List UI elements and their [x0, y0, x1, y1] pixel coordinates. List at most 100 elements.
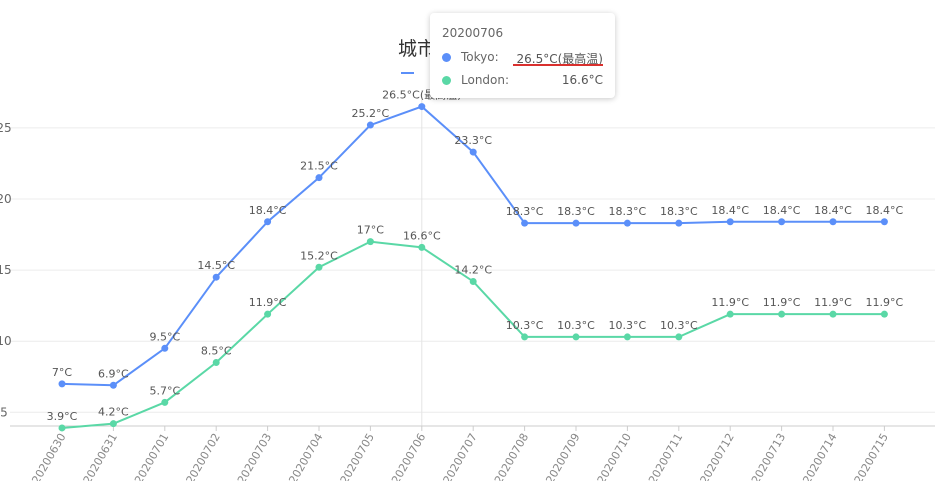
data-point-tokyo[interactable] [212, 273, 220, 281]
x-tick-label: 20200710 [595, 431, 634, 481]
data-label: 18.4°C [711, 204, 749, 217]
x-tick-label: 20200706 [389, 431, 428, 481]
data-point-tokyo[interactable] [161, 344, 169, 352]
y-tick-label: 20 [0, 192, 12, 206]
y-tick-label: 15 [0, 263, 12, 277]
data-point-tokyo[interactable] [58, 380, 66, 388]
data-label: 15.2°C [300, 249, 338, 262]
data-label: 10.3°C [609, 319, 647, 332]
x-tick-label: 20200714 [800, 431, 839, 481]
data-point-tokyo[interactable] [623, 219, 631, 227]
data-point-london[interactable] [880, 310, 888, 318]
data-point-london[interactable] [161, 398, 169, 406]
x-tick-label: 20200631 [81, 431, 120, 481]
x-tick-label: 20200707 [441, 431, 480, 481]
data-point-london[interactable] [264, 310, 272, 318]
x-tick-label: 20200708 [492, 431, 531, 481]
data-point-london[interactable] [109, 420, 117, 428]
data-label: 8.5°C [201, 345, 232, 358]
data-point-london[interactable] [418, 243, 426, 251]
data-label: 11.9°C [249, 296, 287, 309]
data-label: 10.3°C [506, 319, 544, 332]
x-tick-label: 20200630 [29, 431, 68, 481]
data-label: 18.4°C [249, 204, 287, 217]
data-point-london[interactable] [675, 333, 683, 341]
data-label: 18.4°C [814, 204, 852, 217]
data-point-london[interactable] [623, 333, 631, 341]
data-point-london[interactable] [212, 359, 220, 367]
y-tick-label: 5 [0, 405, 8, 419]
data-point-london[interactable] [366, 238, 374, 246]
london-marker-icon [442, 76, 451, 85]
tokyo-marker-icon [442, 53, 451, 62]
data-point-tokyo[interactable] [418, 103, 426, 111]
tooltip: 20200706 Tokyo: 26.5°C(最高温) London: 16.6… [430, 13, 615, 98]
data-label: 17°C [357, 224, 384, 237]
data-label: 11.9°C [814, 296, 852, 309]
data-label: 18.3°C [506, 205, 544, 218]
tooltip-series-value: 26.5°C(最高温) [516, 52, 603, 66]
data-point-tokyo[interactable] [315, 174, 323, 182]
highlight-underline [513, 64, 603, 66]
data-label: 25.2°C [352, 107, 390, 120]
data-label: 10.3°C [557, 319, 595, 332]
data-point-london[interactable] [469, 277, 477, 285]
tooltip-series-name: London: [461, 73, 510, 87]
data-label: 18.4°C [763, 204, 801, 217]
x-tick-label: 20200704 [286, 431, 325, 481]
tooltip-row-london: London: 16.6°C [442, 72, 603, 88]
data-point-london[interactable] [829, 310, 837, 318]
data-label: 14.2°C [454, 263, 492, 276]
data-label: 5.7°C [149, 384, 180, 397]
data-label: 10.3°C [660, 319, 698, 332]
x-tick-label: 20200701 [132, 431, 171, 481]
y-tick-label: 25 [0, 121, 12, 135]
data-point-tokyo[interactable] [264, 218, 272, 226]
x-tick-label: 20200715 [852, 431, 891, 481]
data-label: 11.9°C [763, 296, 801, 309]
data-point-tokyo[interactable] [778, 218, 786, 226]
data-point-london[interactable] [572, 333, 580, 341]
data-point-tokyo[interactable] [880, 218, 888, 226]
tooltip-row-tokyo: Tokyo: 26.5°C(最高温) [442, 49, 603, 66]
data-point-tokyo[interactable] [469, 148, 477, 156]
x-tick-label: 20200709 [543, 431, 582, 481]
data-label: 23.3°C [454, 134, 492, 147]
data-point-london[interactable] [58, 424, 66, 432]
data-point-tokyo[interactable] [521, 219, 529, 227]
series-line-tokyo [61, 105, 885, 387]
data-label: 16.6°C [403, 229, 441, 242]
data-label: 11.9°C [866, 296, 904, 309]
data-label: 18.4°C [866, 204, 904, 217]
data-label: 21.5°C [300, 160, 338, 173]
data-point-tokyo[interactable] [572, 219, 580, 227]
data-label: 14.5°C [197, 259, 235, 272]
data-label: 6.9°C [98, 367, 129, 380]
data-point-tokyo[interactable] [675, 219, 683, 227]
chart-title: 城市 [398, 38, 436, 60]
tooltip-series-value: 16.6°C [561, 73, 603, 87]
data-point-london[interactable] [521, 333, 529, 341]
x-tick-label: 20200711 [646, 431, 685, 481]
x-tick-label: 20200713 [749, 431, 788, 481]
data-point-london[interactable] [778, 310, 786, 318]
data-point-london[interactable] [315, 263, 323, 271]
data-point-tokyo[interactable] [829, 218, 837, 226]
data-point-tokyo[interactable] [109, 381, 117, 389]
data-label: 9.5°C [149, 330, 180, 343]
data-point-tokyo[interactable] [366, 121, 374, 129]
data-point-tokyo[interactable] [726, 218, 734, 226]
data-label: 11.9°C [711, 296, 749, 309]
tooltip-series-name: Tokyo: [461, 50, 499, 64]
data-point-london[interactable] [726, 310, 734, 318]
tooltip-title: 20200706 [442, 26, 504, 40]
x-tick-label: 20200703 [235, 431, 274, 481]
data-label: 7°C [52, 366, 72, 379]
data-label: 3.9°C [47, 410, 78, 423]
x-tick-label: 20200705 [338, 431, 377, 481]
x-tick-label: 20200702 [184, 431, 223, 481]
data-label: 18.3°C [660, 205, 698, 218]
data-label: 18.3°C [609, 205, 647, 218]
y-tick-label: 10 [0, 334, 12, 348]
